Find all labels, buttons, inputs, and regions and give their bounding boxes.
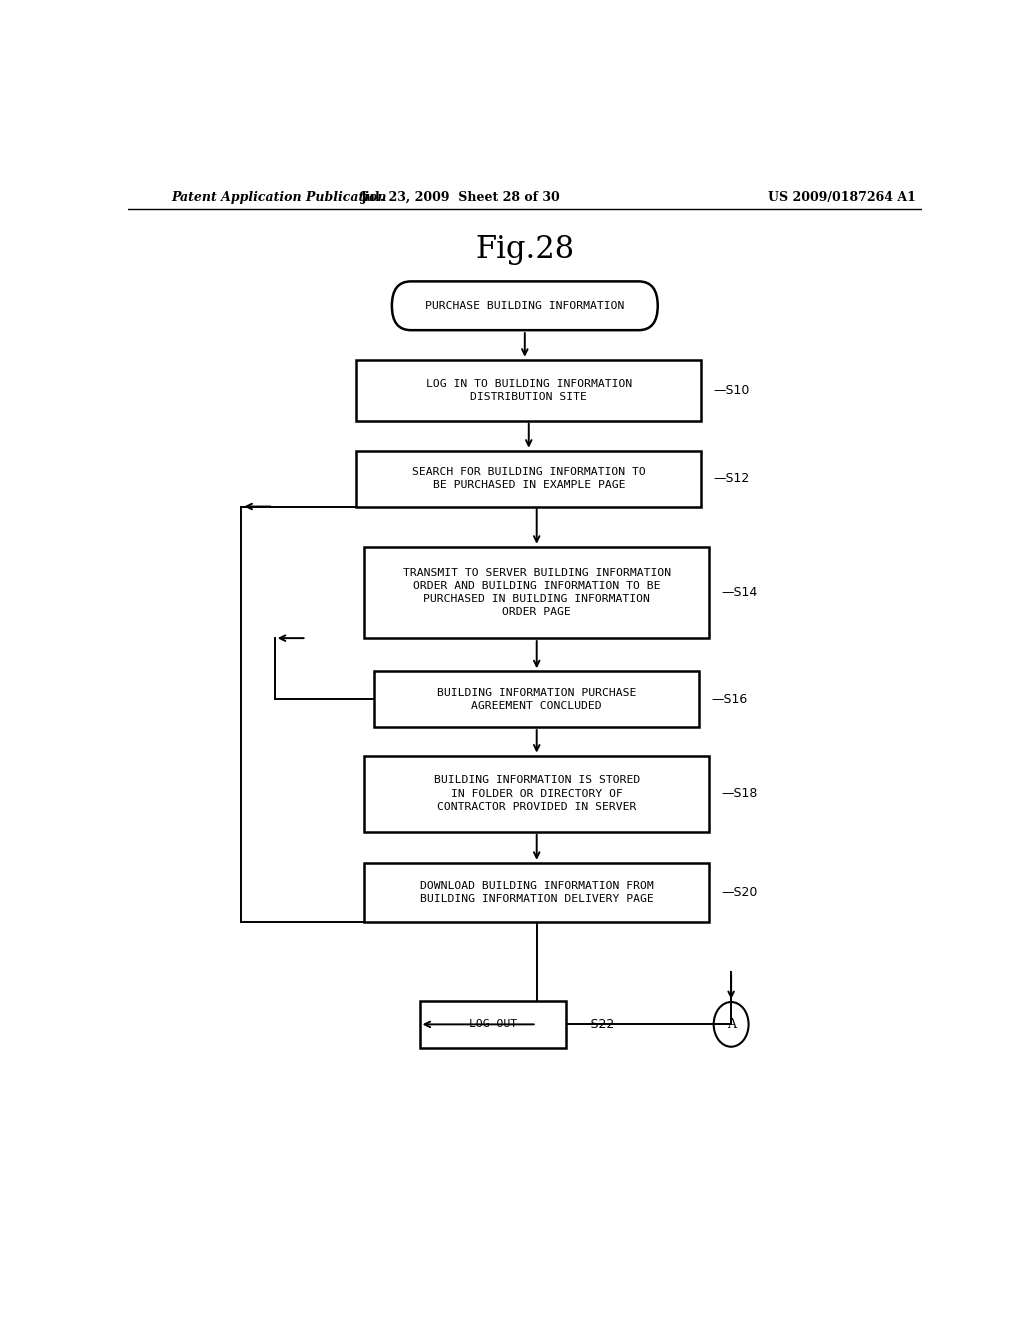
FancyBboxPatch shape — [365, 546, 710, 638]
Text: LOG OUT: LOG OUT — [469, 1019, 517, 1030]
Text: —S20: —S20 — [721, 886, 758, 899]
FancyBboxPatch shape — [356, 450, 701, 507]
Text: SEARCH FOR BUILDING INFORMATION TO
BE PURCHASED IN EXAMPLE PAGE: SEARCH FOR BUILDING INFORMATION TO BE PU… — [412, 467, 646, 490]
Text: —S16: —S16 — [712, 693, 748, 706]
FancyBboxPatch shape — [420, 1001, 566, 1048]
Text: DOWNLOAD BUILDING INFORMATION FROM
BUILDING INFORMATION DELIVERY PAGE: DOWNLOAD BUILDING INFORMATION FROM BUILD… — [420, 880, 653, 904]
FancyBboxPatch shape — [392, 281, 657, 330]
Text: BUILDING INFORMATION PURCHASE
AGREEMENT CONCLUDED: BUILDING INFORMATION PURCHASE AGREEMENT … — [437, 688, 636, 710]
Text: —S14: —S14 — [721, 586, 758, 599]
Text: A: A — [727, 1018, 735, 1031]
Text: LOG IN TO BUILDING INFORMATION
DISTRIBUTION SITE: LOG IN TO BUILDING INFORMATION DISTRIBUT… — [426, 379, 632, 401]
Text: —S22: —S22 — [579, 1018, 614, 1031]
Text: —S18: —S18 — [721, 787, 758, 800]
Text: PURCHASE BUILDING INFORMATION: PURCHASE BUILDING INFORMATION — [425, 301, 625, 310]
Text: BUILDING INFORMATION IS STORED
IN FOLDER OR DIRECTORY OF
CONTRACTOR PROVIDED IN : BUILDING INFORMATION IS STORED IN FOLDER… — [433, 775, 640, 812]
FancyBboxPatch shape — [374, 671, 699, 727]
FancyBboxPatch shape — [365, 755, 710, 832]
Text: Patent Application Publication: Patent Application Publication — [172, 190, 387, 203]
Text: —S10: —S10 — [714, 384, 750, 396]
Text: Fig.28: Fig.28 — [475, 235, 574, 265]
FancyBboxPatch shape — [365, 863, 710, 921]
FancyBboxPatch shape — [356, 359, 701, 421]
Text: Jul. 23, 2009  Sheet 28 of 30: Jul. 23, 2009 Sheet 28 of 30 — [361, 190, 561, 203]
Text: US 2009/0187264 A1: US 2009/0187264 A1 — [768, 190, 916, 203]
Text: —S12: —S12 — [714, 473, 750, 484]
Text: TRANSMIT TO SERVER BUILDING INFORMATION
ORDER AND BUILDING INFORMATION TO BE
PUR: TRANSMIT TO SERVER BUILDING INFORMATION … — [402, 568, 671, 618]
